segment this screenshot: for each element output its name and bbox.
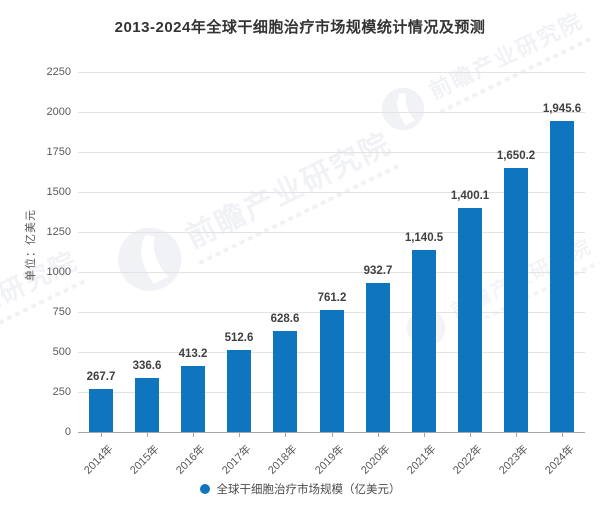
x-tick-label: 2024年 (543, 443, 577, 477)
bar (181, 366, 205, 432)
x-tick-mark (147, 432, 148, 437)
x-tick-label: 2017年 (220, 443, 254, 477)
x-tick-mark (562, 432, 563, 437)
legend-marker-icon (199, 484, 210, 494)
bar (320, 310, 344, 432)
x-tick-label: 2019年 (313, 443, 347, 477)
x-tick-label: 2015年 (128, 443, 162, 477)
x-tick-label: 2023年 (497, 443, 531, 477)
y-tick-label: 1750 (46, 146, 71, 158)
x-tick-mark (378, 432, 379, 437)
x-tick-mark (193, 432, 194, 437)
y-tick-label: 500 (52, 346, 71, 358)
bar-value-label: 267.7 (86, 371, 116, 383)
bar (550, 121, 574, 432)
y-tick-label: 1500 (46, 186, 71, 198)
bar-value-label: 628.6 (270, 313, 300, 325)
gridline (78, 272, 585, 273)
x-tick-mark (516, 432, 517, 437)
y-tick-label: 1250 (46, 226, 71, 238)
bar (366, 283, 390, 432)
legend-label: 全球干细胞治疗市场规模（亿美元） (216, 484, 401, 496)
x-tick-mark (332, 432, 333, 437)
gridline (78, 232, 585, 233)
x-tick-mark (285, 432, 286, 437)
bar-value-label: 761.2 (317, 292, 347, 304)
legend[interactable]: 全球干细胞治疗市场规模（亿美元） (0, 480, 600, 498)
y-tick-label: 0 (64, 426, 71, 438)
gridline (78, 112, 585, 113)
x-tick-label: 2022年 (451, 443, 485, 477)
gridline (78, 192, 585, 193)
y-tick-label: 1000 (46, 266, 71, 278)
x-axis-line (78, 432, 585, 433)
bar-value-label: 1,650.2 (496, 150, 536, 162)
bar (135, 378, 159, 432)
bar (412, 250, 436, 432)
bar-value-label: 1,140.5 (404, 232, 444, 244)
x-tick-label: 2016年 (174, 443, 208, 477)
y-tick-label: 750 (52, 306, 71, 318)
bar-value-label: 512.6 (224, 332, 254, 344)
x-tick-label: 2018年 (266, 443, 300, 477)
x-tick-label: 2014年 (82, 443, 116, 477)
x-tick-label: 2020年 (359, 443, 393, 477)
x-tick-mark (101, 432, 102, 437)
bar-value-label: 336.6 (132, 360, 162, 372)
bar (89, 389, 113, 432)
bar-value-label: 932.7 (363, 265, 393, 277)
chart-title: 2013-2024年全球干细胞治疗市场规模统计情况及预测 (114, 19, 486, 36)
bar (227, 350, 251, 432)
y-tick-label: 250 (52, 386, 71, 398)
x-tick-mark (239, 432, 240, 437)
bar (504, 168, 528, 432)
bar-value-label: 1,400.1 (450, 190, 490, 202)
y-tick-label: 2250 (46, 66, 71, 78)
gridline (78, 152, 585, 153)
x-tick-label: 2021年 (405, 443, 439, 477)
bar (458, 208, 482, 432)
bar (273, 331, 297, 432)
bar-value-label: 1,945.6 (542, 103, 582, 115)
y-tick-label: 2000 (46, 106, 71, 118)
gridline (78, 72, 585, 73)
x-tick-mark (424, 432, 425, 437)
x-tick-mark (470, 432, 471, 437)
bar-value-label: 413.2 (178, 348, 208, 360)
